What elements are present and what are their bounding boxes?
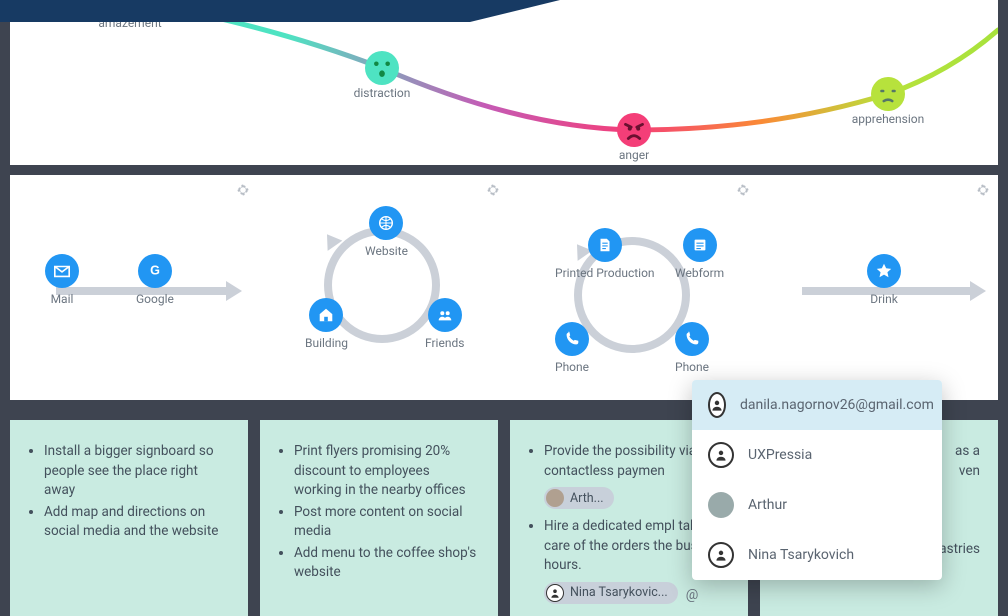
emotion-node-apprehension[interactable] xyxy=(871,77,905,111)
flow-arrow-head xyxy=(226,281,242,301)
gear-icon[interactable] xyxy=(486,183,500,197)
mention-option[interactable]: UXPressia xyxy=(692,430,942,480)
gear-icon[interactable] xyxy=(976,183,990,197)
emotion-node-distraction[interactable] xyxy=(365,51,399,85)
idea-list-item: Post more content on social media xyxy=(294,503,480,542)
idea-card[interactable]: Install a bigger signboard so people see… xyxy=(10,420,248,616)
touchpoint-building[interactable]: Building xyxy=(305,298,348,350)
touchpoint-flows-panel: Mail G Google Website Friends Building Printed… xyxy=(10,175,998,400)
touchpoint-friends[interactable]: Friends xyxy=(425,298,464,350)
assignee-chip[interactable]: Nina Tsarykovic... xyxy=(544,582,678,604)
idea-list: Install a bigger signboard so people see… xyxy=(28,442,230,542)
touchpoint-website[interactable]: Website xyxy=(365,206,408,258)
flow-arrow-head xyxy=(970,281,986,301)
touchpoint-label: Google xyxy=(136,292,174,306)
avatar-icon xyxy=(546,584,564,602)
idea-list-item: Add menu to the coffee shop's website xyxy=(294,544,480,583)
svg-text:G: G xyxy=(150,264,160,278)
gear-icon[interactable] xyxy=(736,183,750,197)
flow-column: Website Friends Building xyxy=(260,175,508,400)
emotion-label: apprehension xyxy=(852,112,925,126)
idea-list-item: Print flyers promising 20% discount to e… xyxy=(294,442,480,501)
mention-option-label: UXPressia xyxy=(748,447,812,463)
touchpoint-label: Friends xyxy=(425,336,464,350)
touchpoint-google[interactable]: G Google xyxy=(136,254,174,306)
touchpoint-phone1[interactable]: Phone xyxy=(555,322,589,374)
touchpoint-label: Building xyxy=(305,336,348,350)
idea-list: Print flyers promising 20% discount to e… xyxy=(278,442,480,583)
touchpoint-label: Mail xyxy=(51,292,74,306)
touchpoint-webform[interactable]: Webform xyxy=(675,228,724,280)
assignee-chip-label: Nina Tsarykovic... xyxy=(570,585,668,600)
mention-option-label: Nina Tsarykovich xyxy=(748,547,854,563)
gear-icon[interactable] xyxy=(236,183,250,197)
flow-column: Mail G Google xyxy=(10,175,258,400)
touchpoint-label: Printed Production xyxy=(555,266,655,280)
mention-option[interactable]: danila.nagornov26@gmail.com xyxy=(692,380,942,430)
mention-option[interactable]: Nina Tsarykovich xyxy=(692,530,942,580)
avatar-icon xyxy=(708,492,734,518)
touchpoint-label: Webform xyxy=(675,266,724,280)
avatar-icon xyxy=(708,542,734,568)
touchpoint-label: Phone xyxy=(675,360,709,374)
emotion-curve-panel: amazementdistractionangerapprehension xyxy=(10,0,998,165)
mention-option-label: danila.nagornov26@gmail.com xyxy=(740,397,934,413)
touchpoint-printed[interactable]: Printed Production xyxy=(555,228,655,280)
emotion-label: anger xyxy=(619,148,649,162)
touchpoint-phone2[interactable]: Phone xyxy=(675,322,709,374)
idea-list-item: Install a bigger signboard so people see… xyxy=(44,442,230,501)
mention-popup[interactable]: danila.nagornov26@gmail.com UXPressia Arth… xyxy=(692,380,942,580)
emotion-label: distraction xyxy=(354,86,411,100)
emotion-node-anger[interactable] xyxy=(617,113,651,147)
avatar-icon xyxy=(546,489,564,507)
idea-list-item: Add map and directions on social media a… xyxy=(44,503,230,542)
touchpoint-mail[interactable]: Mail xyxy=(45,254,79,306)
mention-option-label: Arthur xyxy=(748,497,787,513)
touchpoint-label: Drink xyxy=(870,292,898,306)
avatar-icon xyxy=(708,442,734,468)
idea-card[interactable]: Print flyers promising 20% discount to e… xyxy=(260,420,498,616)
mention-trigger-icon[interactable]: @ xyxy=(686,587,699,603)
avatar-icon xyxy=(708,392,726,418)
assignee-chip[interactable]: Arth... xyxy=(544,487,614,509)
top-bar-wedge xyxy=(0,0,1008,22)
assignee-chip-label: Arth... xyxy=(570,491,604,506)
touchpoint-label: Website xyxy=(365,244,408,258)
touchpoint-label: Phone xyxy=(555,360,589,374)
flow-column: Drink xyxy=(760,175,998,400)
mention-option[interactable]: Arthur xyxy=(692,480,942,530)
flow-column: Printed Production Webform Phone Phone xyxy=(510,175,758,400)
touchpoint-drink[interactable]: Drink xyxy=(867,254,901,306)
